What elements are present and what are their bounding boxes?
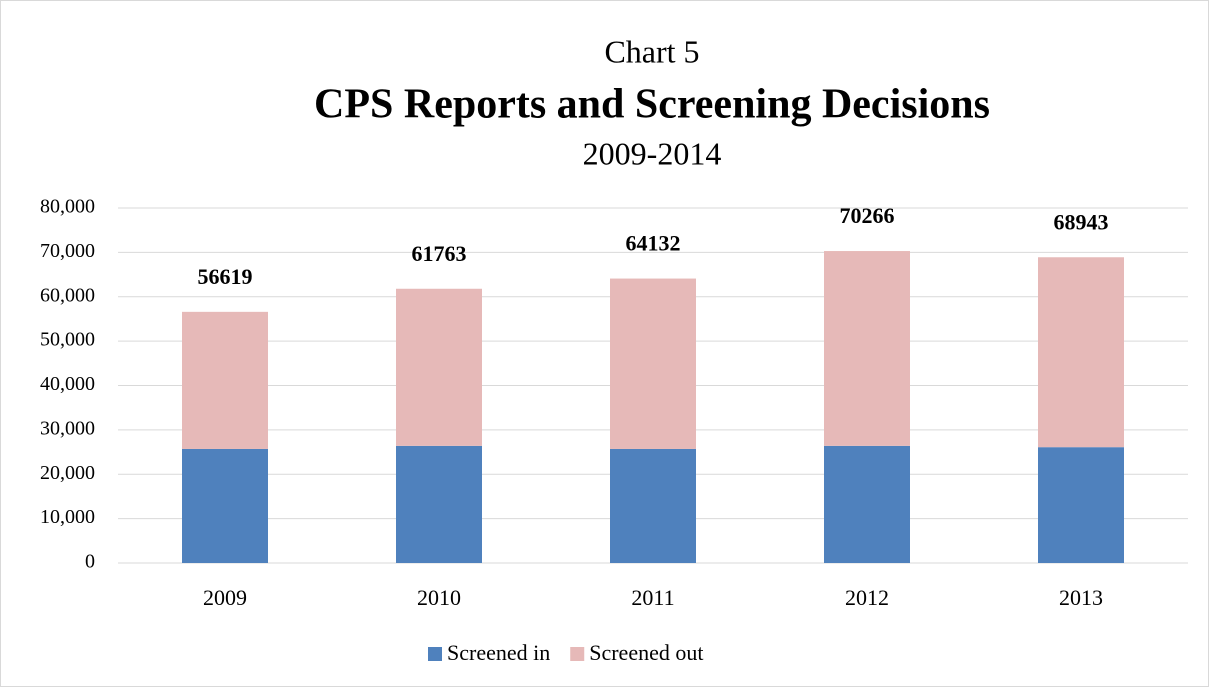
y-tick-label: 40,000 [40, 373, 95, 395]
bar-segment [824, 445, 910, 563]
total-label: 64132 [626, 231, 681, 256]
legend-label: Screened out [589, 640, 703, 665]
bar-segment [1038, 447, 1124, 563]
total-label: 61763 [412, 241, 467, 266]
y-tick-label: 10,000 [40, 506, 95, 528]
total-label: 68943 [1054, 209, 1109, 234]
y-tick-label: 70,000 [40, 240, 95, 262]
x-tick-label: 2011 [631, 585, 674, 610]
bar-segment [182, 448, 268, 563]
legend-swatch [428, 647, 442, 661]
bar-segment [396, 288, 482, 446]
x-tick-label: 2009 [203, 585, 247, 610]
date-range: 2009-2014 [583, 135, 722, 171]
y-tick-label: 80,000 [40, 196, 95, 218]
x-tick-label: 2013 [1059, 585, 1103, 610]
y-tick-label: 20,000 [40, 462, 95, 484]
bar-segment [1038, 257, 1124, 448]
total-label: 56619 [198, 264, 253, 289]
y-tick-label: 60,000 [40, 284, 95, 306]
legend-swatch [570, 647, 585, 661]
bar-segment [610, 278, 696, 449]
y-tick-label: 50,000 [40, 329, 95, 351]
bar-segment [396, 445, 482, 563]
bar-segment [182, 311, 268, 449]
legend-label: Screened in [447, 640, 550, 665]
y-tick-label: 0 [85, 551, 95, 573]
chart-title: Chart 5 [604, 33, 699, 69]
chart-subtitle: CPS Reports and Screening Decisions [314, 82, 990, 128]
x-tick-label: 2010 [417, 585, 461, 610]
total-label: 70266 [840, 203, 895, 228]
y-tick-label: 30,000 [40, 417, 95, 439]
x-tick-label: 2012 [845, 585, 889, 610]
bar-segment [610, 448, 696, 563]
bar-segment [824, 251, 910, 446]
